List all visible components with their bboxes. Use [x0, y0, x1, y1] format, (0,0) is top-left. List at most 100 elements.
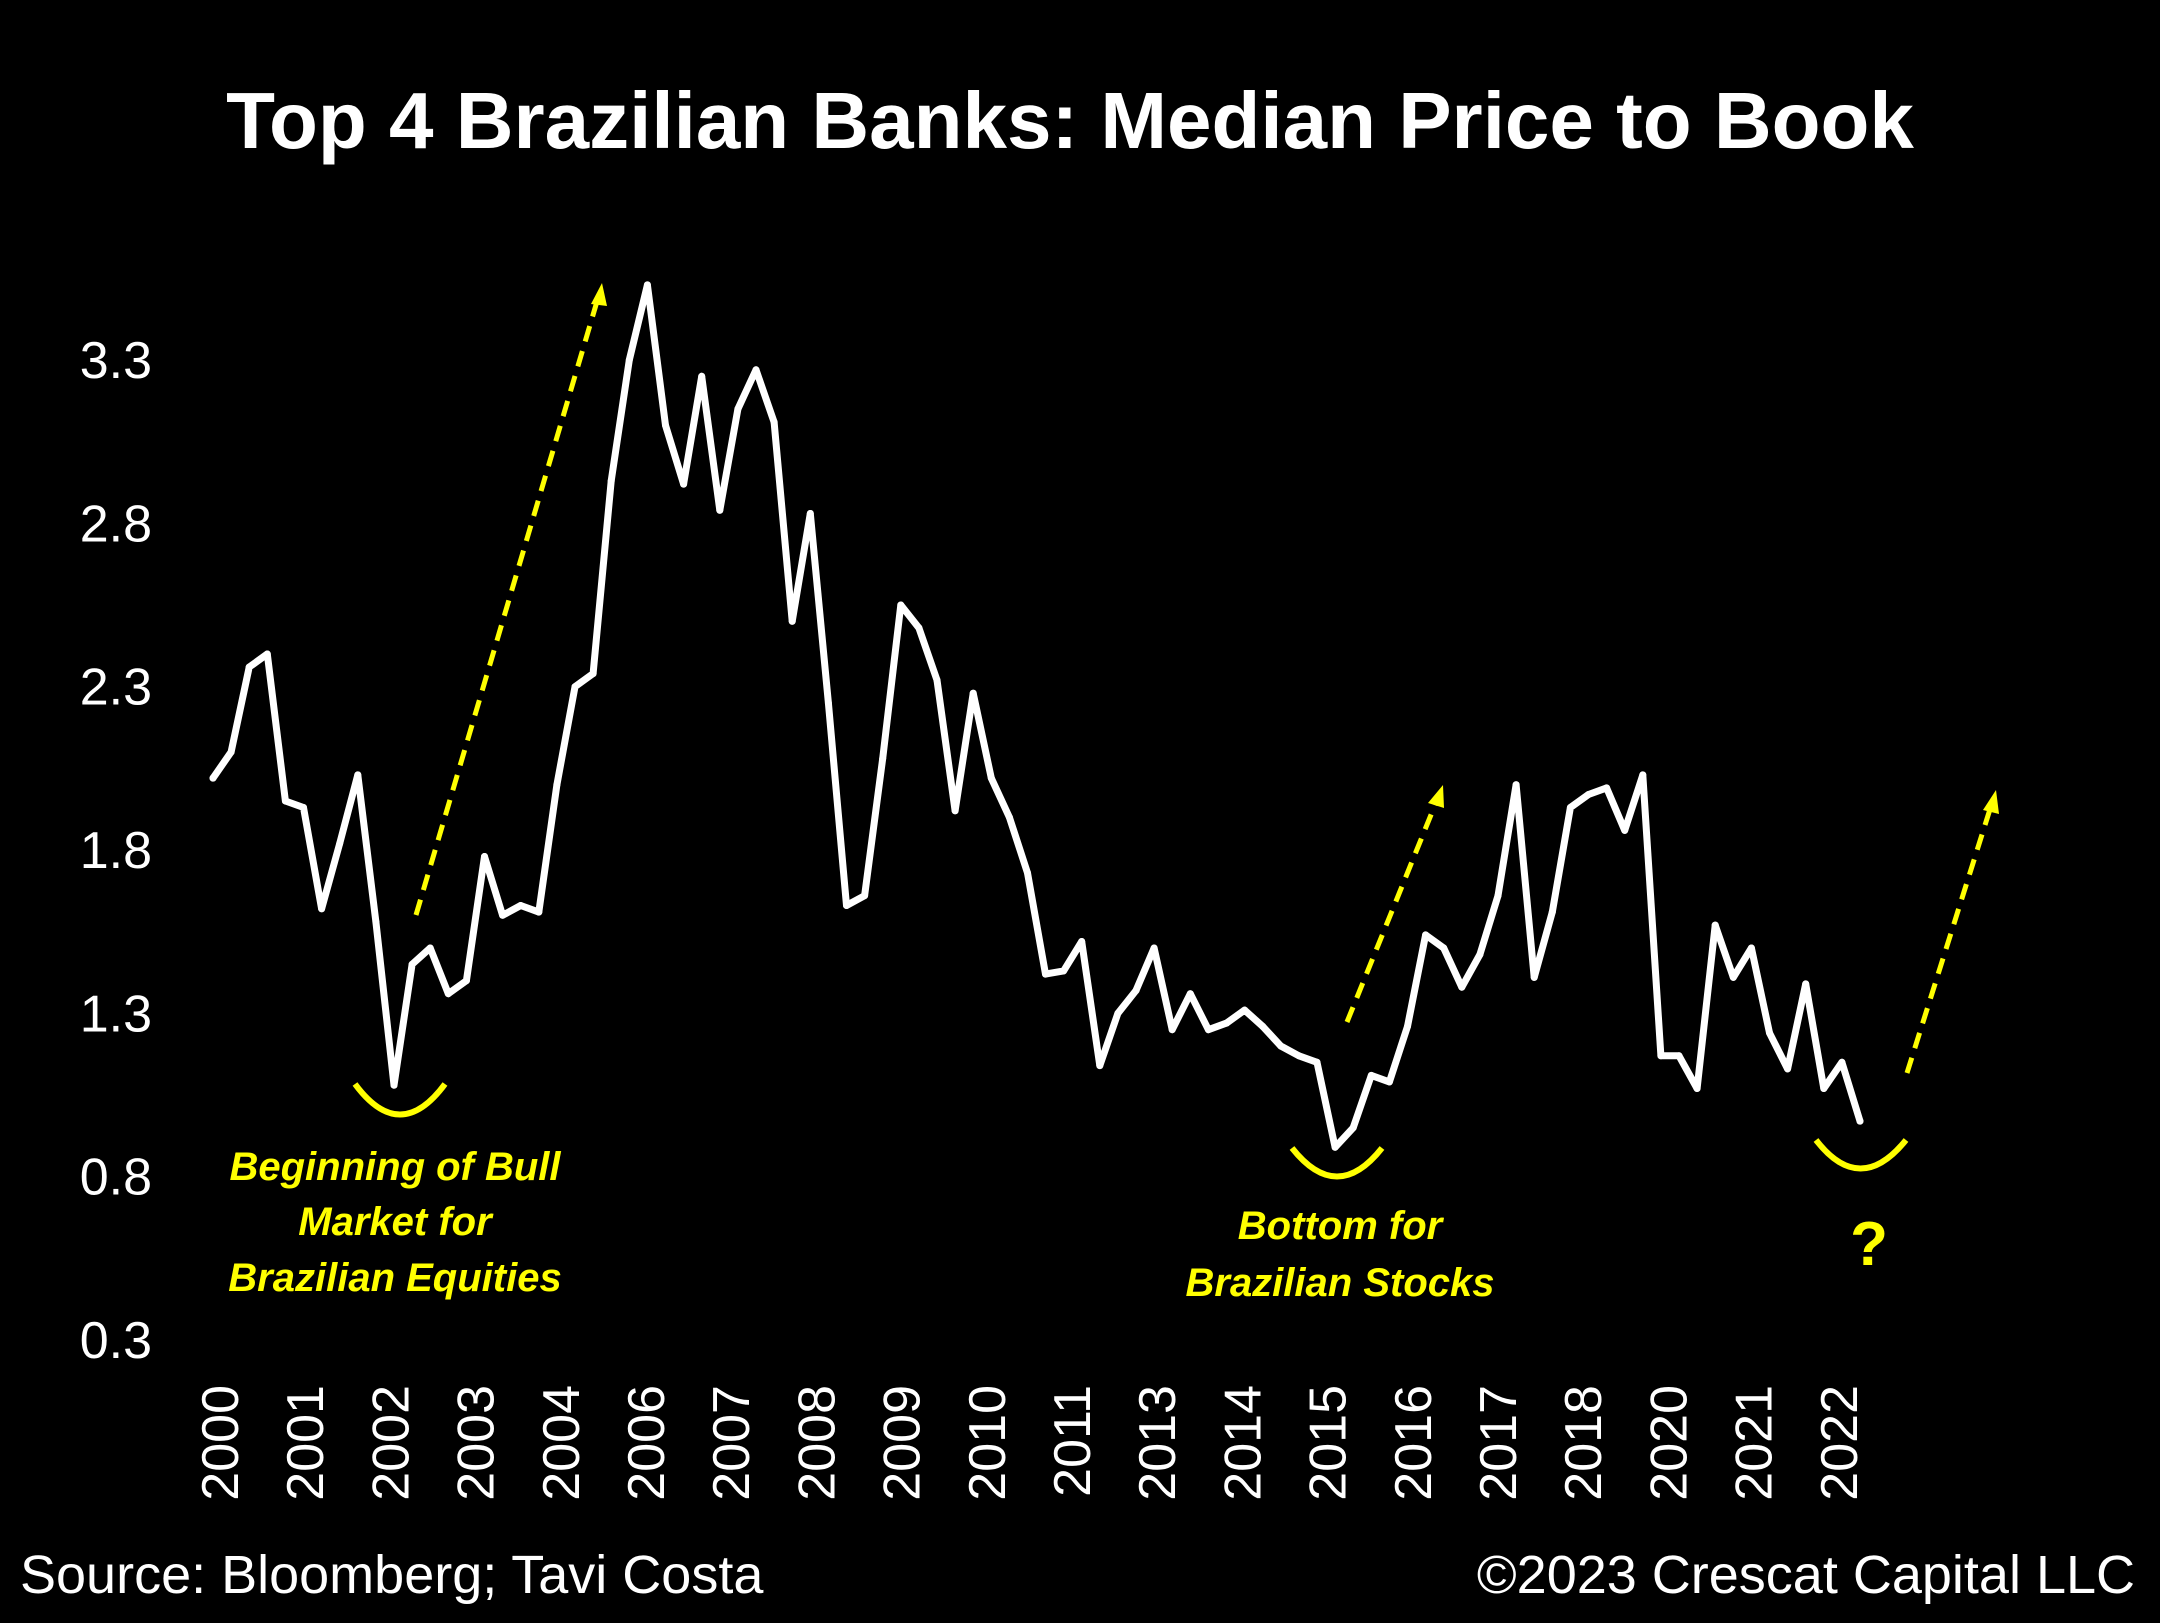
data-point: [1440, 944, 1448, 952]
data-point: [1385, 1078, 1393, 1086]
data-point: [318, 905, 326, 913]
data-point: [499, 911, 507, 919]
data-point: [517, 902, 525, 909]
bottom-arrow: [1344, 799, 1440, 1023]
series-points: [209, 281, 1864, 1151]
x-tick-label: 2018: [1555, 1385, 1613, 1501]
x-tick-label: 2000: [192, 1385, 250, 1501]
bottom-text-line-2: Brazilian Stocks: [1185, 1261, 1494, 1305]
data-point: [770, 418, 778, 426]
copyright-text: ©2023 Crescat Capital LLC: [1477, 1545, 2135, 1605]
data-point: [788, 617, 796, 625]
data-point: [951, 807, 959, 815]
bull-market-annotation: Beginning of Bull Market for Brazilian E…: [228, 1145, 561, 1300]
data-point: [1621, 826, 1629, 834]
x-tick-label: 2002: [362, 1385, 420, 1501]
data-point: [1566, 804, 1574, 811]
data-point: [336, 840, 344, 847]
y-tick-label: 0.8: [80, 1149, 152, 1207]
data-point: [1802, 980, 1810, 988]
data-point: [444, 990, 452, 998]
data-point: [1548, 908, 1556, 916]
bottom-text-line-1: Bottom for: [1238, 1204, 1445, 1248]
y-tick-label: 3.3: [80, 332, 152, 390]
data-point: [806, 510, 814, 517]
data-point: [1005, 813, 1013, 821]
data-point: [625, 356, 633, 364]
x-tick-label: 2003: [448, 1385, 506, 1501]
y-tick-label: 1.3: [80, 985, 152, 1043]
data-point: [390, 1081, 398, 1089]
x-tick-label: 2006: [618, 1385, 676, 1501]
data-point: [843, 902, 850, 909]
future-arrowhead: [1983, 790, 1999, 814]
data-point: [1114, 1009, 1122, 1017]
data-point: [589, 670, 597, 678]
data-point: [1186, 990, 1194, 998]
data-point: [1042, 970, 1049, 978]
data-point: [1639, 771, 1647, 779]
data-point: [1476, 951, 1484, 958]
x-tick-label: 2004: [533, 1385, 591, 1501]
data-point: [1132, 987, 1140, 994]
data-point: [662, 421, 669, 429]
data-point: [1060, 967, 1068, 975]
data-point: [1367, 1071, 1375, 1079]
source-text: Source: Bloomberg; Tavi Costa: [20, 1545, 764, 1605]
y-tick-label: 1.8: [80, 822, 152, 880]
data-point: [408, 960, 416, 968]
data-point: [1313, 1058, 1321, 1066]
data-point: [1223, 1019, 1230, 1027]
bull-market-text-line-2: Market for: [298, 1200, 494, 1244]
data-point: [1096, 1062, 1104, 1070]
y-tick-label: 0.3: [80, 1312, 152, 1370]
data-point: [281, 797, 289, 805]
data-point: [1838, 1058, 1846, 1066]
data-point: [426, 944, 434, 952]
data-point: [1295, 1052, 1303, 1060]
x-tick-label: 2015: [1300, 1385, 1358, 1501]
data-point: [734, 405, 742, 413]
bull-market-arrowhead: [591, 283, 607, 306]
y-tick-label: 2.3: [80, 659, 152, 717]
x-tick-label: 2010: [959, 1385, 1017, 1501]
bottom-arrowhead: [1428, 785, 1444, 808]
data-point: [1024, 869, 1031, 877]
data-point: [1747, 944, 1755, 952]
data-point: [1168, 1026, 1176, 1034]
data-point: [987, 774, 995, 782]
bull-market-text-line-1: Beginning of Bull: [229, 1145, 561, 1189]
annotation-arrows: [413, 283, 1999, 1074]
bottom-annotation: Bottom for Brazilian Stocks: [1185, 1204, 1494, 1305]
bull-market-smile: [352, 1082, 448, 1118]
data-point: [1512, 781, 1520, 789]
data-point: [752, 366, 760, 374]
data-point: [245, 663, 253, 671]
data-point: [933, 676, 941, 684]
y-tick-label: 2.8: [80, 495, 152, 553]
data-point: [680, 480, 688, 488]
data-point: [1331, 1143, 1339, 1151]
bull-market-arrow: [413, 297, 601, 916]
data-point: [1820, 1085, 1828, 1092]
annotation-curves: [352, 1082, 1909, 1180]
x-tick-label: 2017: [1470, 1385, 1528, 1501]
data-point: [1349, 1124, 1357, 1132]
data-point: [1150, 944, 1158, 952]
data-point: [209, 774, 217, 782]
data-point: [698, 372, 706, 380]
x-axis-ticks: 2000 2001 2002 2003 2004 2006 2007 2008 2009 2010…: [192, 1385, 1869, 1501]
future-arrow: [1904, 805, 1994, 1074]
data-point: [571, 683, 579, 691]
data-point: [879, 755, 887, 762]
data-point: [1259, 1022, 1267, 1030]
x-tick-label: 2011: [1044, 1385, 1102, 1497]
future-smile: [1813, 1138, 1909, 1172]
data-point: [1675, 1052, 1683, 1060]
y-axis-ticks: 3.3 2.8 2.3 1.8 1.3 0.8 0.3: [80, 332, 152, 1370]
question-mark-annotation: ?: [1850, 1210, 1888, 1279]
data-point: [481, 853, 488, 860]
data-point: [824, 699, 832, 707]
